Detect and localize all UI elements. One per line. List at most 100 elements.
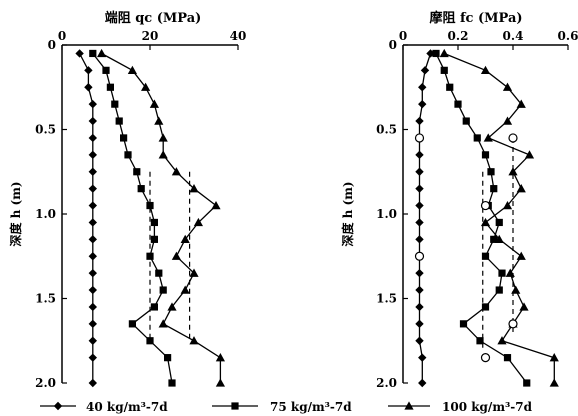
left-series-0-point — [88, 133, 97, 143]
right-series-1-point — [476, 337, 484, 345]
right-series-2-point — [511, 285, 521, 294]
left-series-0-point — [88, 218, 97, 227]
left-series-2-point — [180, 234, 190, 244]
right-series-2-point — [480, 65, 491, 75]
right-x-tick-label: 0.4 — [503, 29, 524, 43]
left-series-2-point — [149, 99, 159, 108]
left-series-1-point — [111, 100, 119, 108]
right-open-circle — [508, 133, 518, 143]
right-open-circle — [414, 133, 425, 143]
left-x-tick-label: 20 — [142, 29, 159, 43]
left-series-1-point — [150, 218, 158, 227]
left-series-1-point — [128, 320, 136, 328]
right-y-axis-label: 深度 h (m) — [340, 181, 355, 246]
left-series-1-point — [102, 66, 110, 74]
left-series-2-point — [189, 336, 199, 345]
left-series-2-point — [189, 184, 199, 193]
right-series-1-point — [432, 49, 440, 58]
right-series-2-point — [439, 48, 449, 58]
left-series-0-point — [88, 99, 97, 109]
left-series-2-line — [101, 52, 222, 383]
left-series-1-point — [133, 168, 141, 176]
left-series-1-point — [146, 201, 154, 210]
left-series-0-point — [84, 83, 93, 92]
right-open-circle — [480, 353, 491, 363]
right-series-0-point — [418, 99, 427, 109]
right-series-2-point — [483, 133, 493, 142]
legend-item-0-marker — [53, 401, 63, 411]
left-series-1-point — [115, 117, 123, 125]
left-series-0-point — [88, 353, 97, 362]
right-series-1-point — [481, 151, 490, 159]
left-series-2-point — [127, 65, 137, 75]
right-series-0-point — [426, 49, 435, 58]
chart-marks: 0 20 40 0 0.5 1.0 1.5 2.0 0 0.2 0.4 0.6 0 0.5 1.0 1.5 2.… — [35, 29, 578, 390]
left-series-1-point — [150, 303, 158, 311]
right-series-0-point — [420, 66, 430, 75]
left-series-0-point — [88, 319, 97, 329]
left-series-0-point — [75, 49, 84, 58]
right-series-2-point — [502, 116, 513, 125]
right-series-0-point — [415, 336, 424, 345]
right-series-2-point — [524, 150, 535, 159]
right-series-1-point — [487, 168, 495, 176]
right-series-2-point — [502, 200, 513, 210]
left-series-2-point — [171, 251, 181, 260]
right-series-1-point — [459, 320, 468, 328]
right-series-2-point — [497, 336, 507, 345]
left-series-0-point — [88, 184, 97, 193]
right-y-tick-label: 0.5 — [376, 123, 397, 137]
left-series-1-point — [106, 83, 114, 91]
left-series-0-point — [88, 302, 97, 312]
left-x-tick-label: 40 — [230, 29, 247, 43]
left-series-2-point — [215, 378, 225, 387]
left-series-1-point — [155, 269, 163, 277]
right-open-circle — [414, 251, 425, 261]
right-series-1-point — [446, 83, 454, 91]
right-series-0-point — [415, 302, 424, 312]
legend: 40 kg/m³-7d 75 kg/m³-7d 100 kg/m³-7d — [40, 400, 533, 414]
right-series-2-point — [505, 268, 515, 277]
right-series-0-point — [415, 150, 424, 160]
left-series-0-point — [88, 336, 97, 345]
right-series-1-point — [490, 185, 498, 193]
left-y-tick-label: 0.5 — [35, 123, 56, 137]
right-series-0-point — [415, 116, 424, 126]
left-series-1-point — [159, 286, 167, 294]
left-series-2-point — [171, 167, 181, 176]
right-series-0-point — [415, 201, 424, 210]
right-series-2-point — [516, 184, 526, 193]
right-series-1-point — [495, 286, 503, 294]
left-series-1-point — [150, 235, 158, 243]
left-chart-title: 端阻 qc (MPa) — [105, 10, 202, 26]
right-series-1-point — [498, 269, 506, 277]
left-series-1-point — [124, 151, 132, 159]
right-series-1-point — [523, 379, 531, 387]
right-series-0-point — [415, 268, 424, 278]
right-series-2-point — [516, 251, 526, 260]
right-series-1-point — [490, 235, 498, 243]
left-series-1-point — [146, 337, 154, 345]
right-y-tick-label: 1.0 — [376, 207, 397, 221]
right-series-0-point — [415, 167, 424, 176]
right-series-0-point — [415, 285, 424, 295]
left-series-0-point — [88, 201, 97, 210]
left-y-axis-label: 深度 h (m) — [8, 181, 23, 246]
left-series-0-point — [88, 378, 97, 388]
right-series-1-point — [454, 100, 462, 108]
right-series-1-point — [473, 134, 481, 142]
left-series-0-point — [88, 285, 97, 295]
right-series-2-point — [494, 234, 504, 244]
right-series-0-point — [415, 235, 424, 244]
left-series-1-point — [146, 252, 154, 260]
right-chart: 摩阻 fc (MPa) 深度 h (m) — [340, 10, 568, 383]
right-series-1-point — [481, 303, 490, 311]
left-series-2-point — [189, 268, 199, 277]
right-series-0-point — [418, 353, 427, 362]
left-series-2-point — [215, 353, 225, 362]
right-series-1-point — [440, 66, 448, 74]
right-open-circle — [480, 200, 491, 211]
left-series-0-point — [88, 116, 97, 126]
right-x-tick-label: 0 — [399, 29, 407, 43]
